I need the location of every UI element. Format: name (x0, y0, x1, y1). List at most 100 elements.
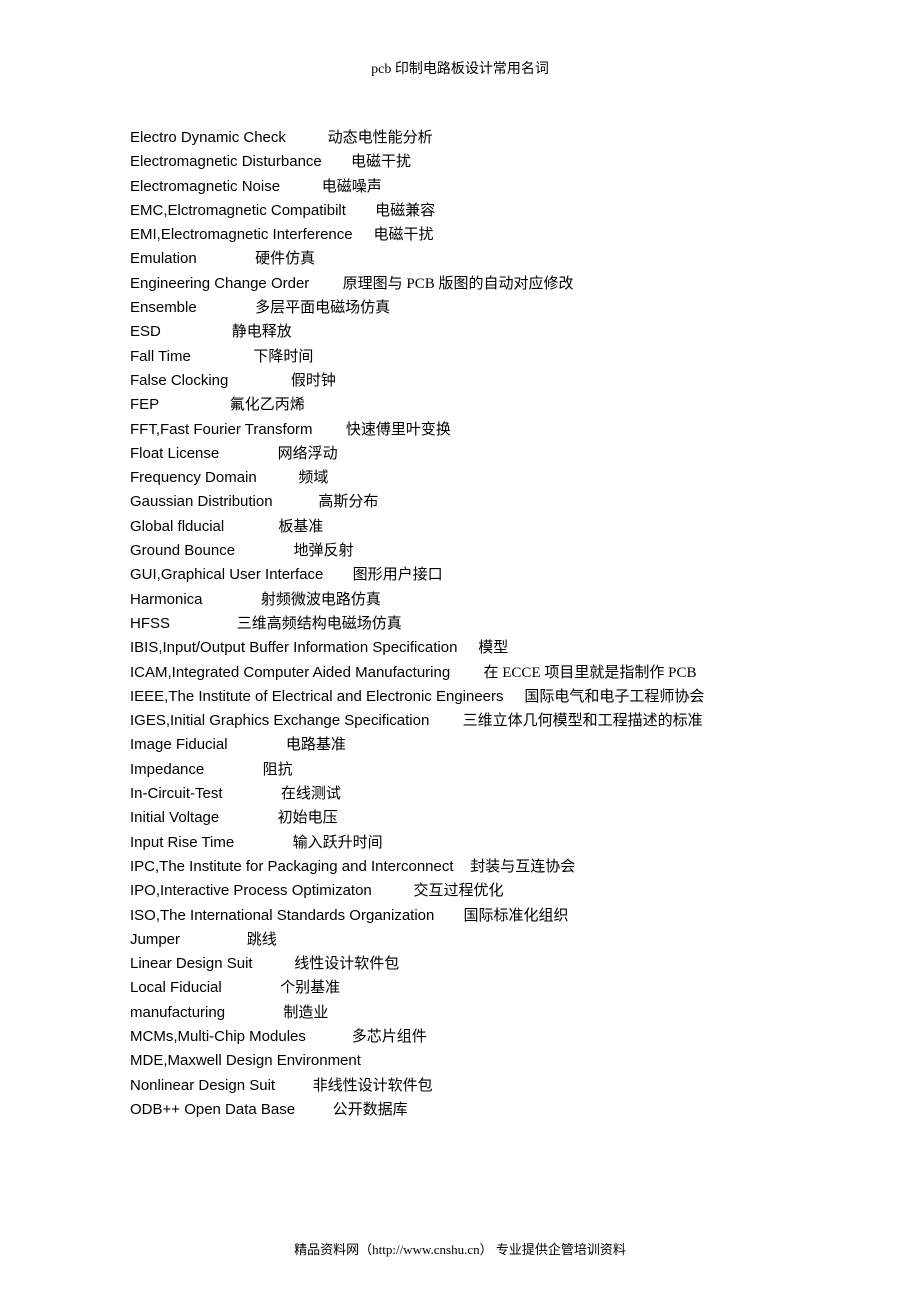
term-english: ODB++ Open Data Base (130, 1101, 295, 1118)
term-chinese: 图形用户接口 (353, 567, 443, 583)
term-gap (322, 153, 351, 170)
term-gap (197, 299, 255, 316)
term-english: IBIS,Input/Output Buffer Information Spe… (130, 639, 457, 656)
glossary-row: HFSS 三维高频结构电磁场仿真 (130, 612, 790, 636)
term-gap (228, 372, 291, 389)
term-english: FEP (130, 396, 159, 413)
glossary-row: In-Circuit-Test 在线测试 (130, 782, 790, 806)
term-english: Jumper (130, 931, 180, 948)
term-english: ISO,The International Standards Organiza… (130, 907, 434, 924)
term-gap (306, 1028, 352, 1045)
term-gap (286, 129, 328, 146)
page-footer: 精品资料网（http://www.cnshu.cn） 专业提供企管培训资料 (0, 1239, 920, 1258)
term-english: MDE,Maxwell Design Environment (130, 1052, 361, 1069)
term-english: Initial Voltage (130, 809, 219, 826)
term-gap (222, 979, 280, 996)
term-gap (434, 907, 463, 924)
term-english: Nonlinear Design Suit (130, 1077, 275, 1094)
term-chinese: 下降时间 (253, 349, 313, 365)
term-gap (161, 323, 232, 340)
glossary-row: False Clocking 假时钟 (130, 369, 790, 393)
glossary-row: IPO,Interactive Process Optimizaton 交互过程… (130, 879, 790, 903)
term-gap (457, 639, 478, 656)
term-gap (309, 275, 342, 292)
term-gap (454, 858, 471, 875)
term-chinese: 高斯分布 (318, 494, 378, 510)
term-english: FFT,Fast Fourier Transform (130, 421, 313, 438)
term-english: Input Rise Time (130, 834, 234, 851)
term-chinese: 输入跃升时间 (293, 835, 383, 851)
term-english: GUI,Graphical User Interface (130, 566, 323, 583)
glossary-row: Initial Voltage 初始电压 (130, 806, 790, 830)
glossary-row: EMI,Electromagnetic Interference 电磁干扰 (130, 223, 790, 247)
term-chinese: 假时钟 (291, 373, 336, 389)
glossary-row: Fall Time 下降时间 (130, 345, 790, 369)
term-gap (223, 785, 281, 802)
term-chinese: 在 ECCE 项目里就是指制作 PCB (484, 665, 697, 681)
glossary-row: IPC,The Institute for Packaging and Inte… (130, 855, 790, 879)
page-header: pcb 印制电路板设计常用名词 (130, 58, 790, 78)
term-chinese: 制造业 (283, 1005, 328, 1021)
glossary-row: Harmonica 射频微波电路仿真 (130, 588, 790, 612)
term-gap (234, 834, 292, 851)
term-english: ESD (130, 323, 161, 340)
term-gap (228, 736, 286, 753)
glossary-row: Electromagnetic Noise 电磁噪声 (130, 175, 790, 199)
term-chinese: 硬件仿真 (255, 251, 315, 267)
term-chinese: 氟化乙丙烯 (230, 397, 305, 413)
term-gap (219, 809, 277, 826)
term-english: manufacturing (130, 1004, 225, 1021)
term-chinese: 多芯片组件 (352, 1029, 427, 1045)
term-gap (275, 1077, 313, 1094)
glossary-row: Emulation 硬件仿真 (130, 247, 790, 271)
term-chinese: 公开数据库 (333, 1102, 408, 1118)
glossary-row: Jumper 跳线 (130, 928, 790, 952)
term-gap (253, 955, 295, 972)
term-chinese: 三维立体几何模型和工程描述的标准 (463, 713, 703, 729)
glossary-row: Electro Dynamic Check 动态电性能分析 (130, 126, 790, 150)
term-chinese: 交互过程优化 (413, 883, 503, 899)
term-english: HFSS (130, 615, 170, 632)
term-english: Fall Time (130, 348, 191, 365)
term-english: False Clocking (130, 372, 228, 389)
glossary-row: Local Fiducial 个别基准 (130, 976, 790, 1000)
glossary-row: IGES,Initial Graphics Exchange Specifica… (130, 709, 790, 733)
term-english: Electro Dynamic Check (130, 129, 286, 146)
term-english: EMC,Elctromagnetic Compatibilt (130, 202, 346, 219)
term-chinese: 频域 (298, 470, 328, 486)
term-chinese: 电磁干扰 (351, 154, 411, 170)
term-chinese: 快速傅里叶变换 (346, 422, 451, 438)
term-gap (197, 250, 255, 267)
glossary-row: Input Rise Time 输入跃升时间 (130, 831, 790, 855)
term-english: IPO,Interactive Process Optimizaton (130, 882, 372, 899)
term-english: Emulation (130, 250, 197, 267)
term-gap (224, 518, 278, 535)
term-chinese: 封装与互连协会 (470, 859, 575, 875)
glossary-row: Frequency Domain 频域 (130, 466, 790, 490)
glossary-row: Engineering Change Order 原理图与 PCB 版图的自动对… (130, 272, 790, 296)
term-gap (504, 688, 525, 705)
term-gap (346, 202, 375, 219)
term-english: Frequency Domain (130, 469, 257, 486)
term-chinese: 跳线 (247, 932, 277, 948)
term-gap (295, 1101, 333, 1118)
term-chinese: 电磁干扰 (373, 227, 433, 243)
glossary-row: Nonlinear Design Suit 非线性设计软件包 (130, 1074, 790, 1098)
glossary-row: Ensemble 多层平面电磁场仿真 (130, 296, 790, 320)
term-chinese: 模型 (478, 640, 508, 656)
term-english: Linear Design Suit (130, 955, 253, 972)
term-gap (170, 615, 237, 632)
term-chinese: 网络浮动 (278, 446, 338, 462)
term-chinese: 初始电压 (278, 810, 338, 826)
term-english: EMI,Electromagnetic Interference (130, 226, 353, 243)
term-gap (180, 931, 247, 948)
term-english: Electromagnetic Noise (130, 178, 280, 195)
term-english: MCMs,Multi-Chip Modules (130, 1028, 306, 1045)
term-chinese: 电磁兼容 (375, 203, 435, 219)
glossary-row: Ground Bounce 地弹反射 (130, 539, 790, 563)
term-chinese: 三维高频结构电磁场仿真 (237, 616, 402, 632)
term-chinese: 动态电性能分析 (328, 130, 433, 146)
glossary-row: Impedance 阻抗 (130, 758, 790, 782)
term-english: Ground Bounce (130, 542, 235, 559)
glossary-row: IBIS,Input/Output Buffer Information Spe… (130, 636, 790, 660)
